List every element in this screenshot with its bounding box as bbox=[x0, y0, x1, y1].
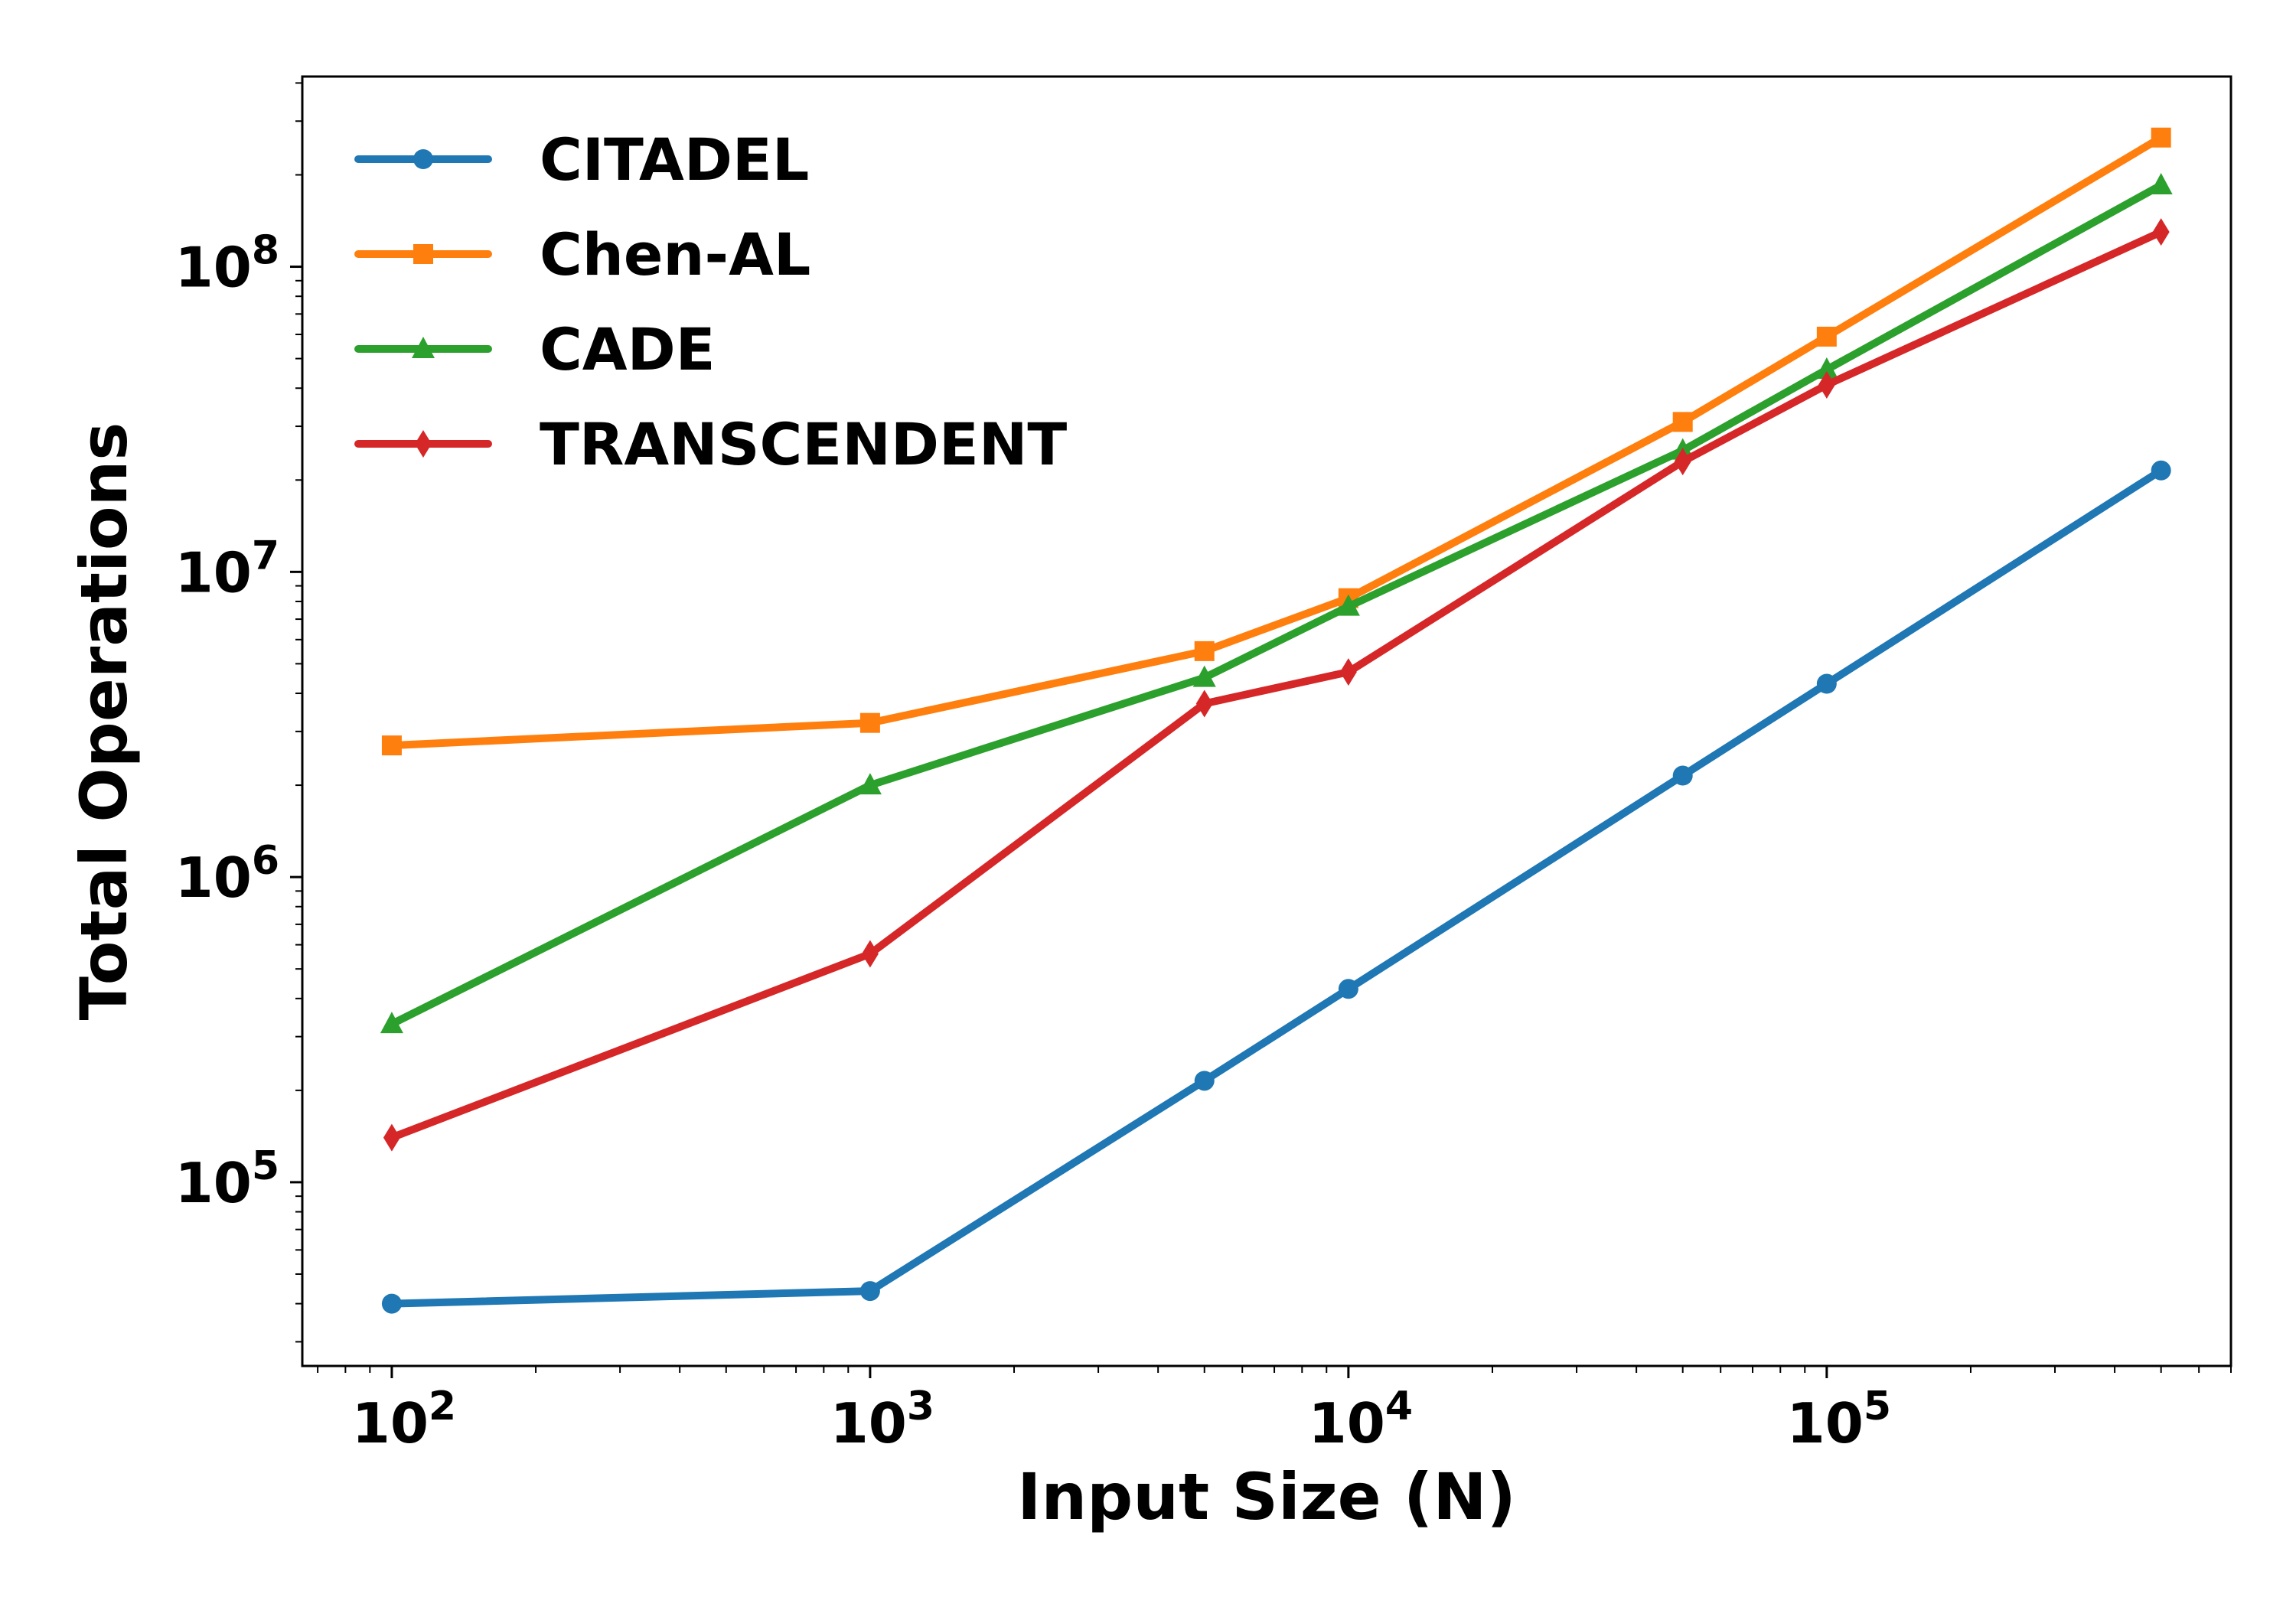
data-point-citadel bbox=[1672, 765, 1693, 786]
data-point-citadel bbox=[1816, 673, 1837, 694]
data-point-citadel bbox=[859, 1281, 880, 1302]
data-point-transcendent bbox=[1339, 658, 1357, 686]
data-point-cade bbox=[858, 773, 882, 795]
legend-marker-chen-al bbox=[413, 244, 433, 264]
data-point-cade bbox=[2149, 172, 2173, 194]
legend-label-cade: CADE bbox=[540, 315, 716, 383]
y-axis-title: Total Operations bbox=[67, 422, 142, 1021]
data-point-cade bbox=[1192, 665, 1216, 687]
data-point-transcendent bbox=[1674, 448, 1691, 476]
legend-item-cade: CADE bbox=[354, 315, 716, 383]
y-tick-label: 106 bbox=[175, 838, 279, 910]
data-point-chen-al bbox=[1194, 641, 1215, 661]
legend-label-transcendent: TRANSCENDENT bbox=[540, 410, 1067, 478]
x-tick-label: 102 bbox=[352, 1384, 456, 1455]
data-point-transcendent bbox=[1195, 689, 1213, 718]
legend-marker-transcendent bbox=[415, 430, 432, 458]
data-point-cade bbox=[380, 1012, 403, 1034]
x-tick-label: 104 bbox=[1309, 1384, 1413, 1455]
x-tick-label: 105 bbox=[1787, 1384, 1891, 1455]
legend-item-citadel: CITADEL bbox=[354, 125, 809, 194]
legend: CITADEL Chen-AL CADE TRANSCENDENT bbox=[354, 125, 1067, 478]
series-transcendent bbox=[383, 218, 2170, 1152]
data-point-cade bbox=[1815, 357, 1838, 380]
data-point-citadel bbox=[381, 1293, 402, 1314]
data-point-chen-al bbox=[1816, 326, 1837, 347]
series-layer bbox=[380, 127, 2173, 1314]
data-point-cade bbox=[1336, 594, 1360, 616]
tick-labels: 102 103 104 105 105 106 107 108 bbox=[175, 228, 1891, 1455]
legend-item-chen-al: Chen-AL bbox=[354, 220, 810, 288]
data-point-transcendent bbox=[383, 1123, 400, 1152]
x-tick-label: 103 bbox=[830, 1384, 934, 1455]
legend-item-transcendent: TRANSCENDENT bbox=[354, 410, 1067, 478]
data-point-transcendent bbox=[1818, 370, 1835, 399]
data-point-chen-al bbox=[1672, 412, 1693, 432]
data-point-chen-al bbox=[381, 735, 402, 756]
data-point-chen-al bbox=[2151, 127, 2171, 148]
major-ticks bbox=[290, 266, 1828, 1378]
legend-label-chen-al: Chen-AL bbox=[540, 220, 810, 288]
legend-label-citadel: CITADEL bbox=[540, 125, 809, 194]
series-citadel bbox=[381, 460, 2171, 1314]
y-tick-label: 108 bbox=[175, 228, 279, 300]
y-tick-label: 105 bbox=[175, 1143, 279, 1215]
legend-marker-citadel bbox=[413, 149, 433, 169]
legend-marker-cade bbox=[412, 337, 435, 358]
data-point-chen-al bbox=[859, 712, 880, 733]
plot-frame bbox=[301, 75, 2232, 1367]
data-point-transcendent bbox=[2152, 218, 2170, 246]
x-axis-title: Input Size (N) bbox=[1017, 1459, 1516, 1534]
data-point-citadel bbox=[2151, 460, 2171, 481]
data-point-transcendent bbox=[861, 940, 879, 968]
data-point-citadel bbox=[1338, 979, 1358, 999]
y-tick-label: 107 bbox=[175, 533, 279, 605]
data-point-citadel bbox=[1194, 1071, 1215, 1091]
